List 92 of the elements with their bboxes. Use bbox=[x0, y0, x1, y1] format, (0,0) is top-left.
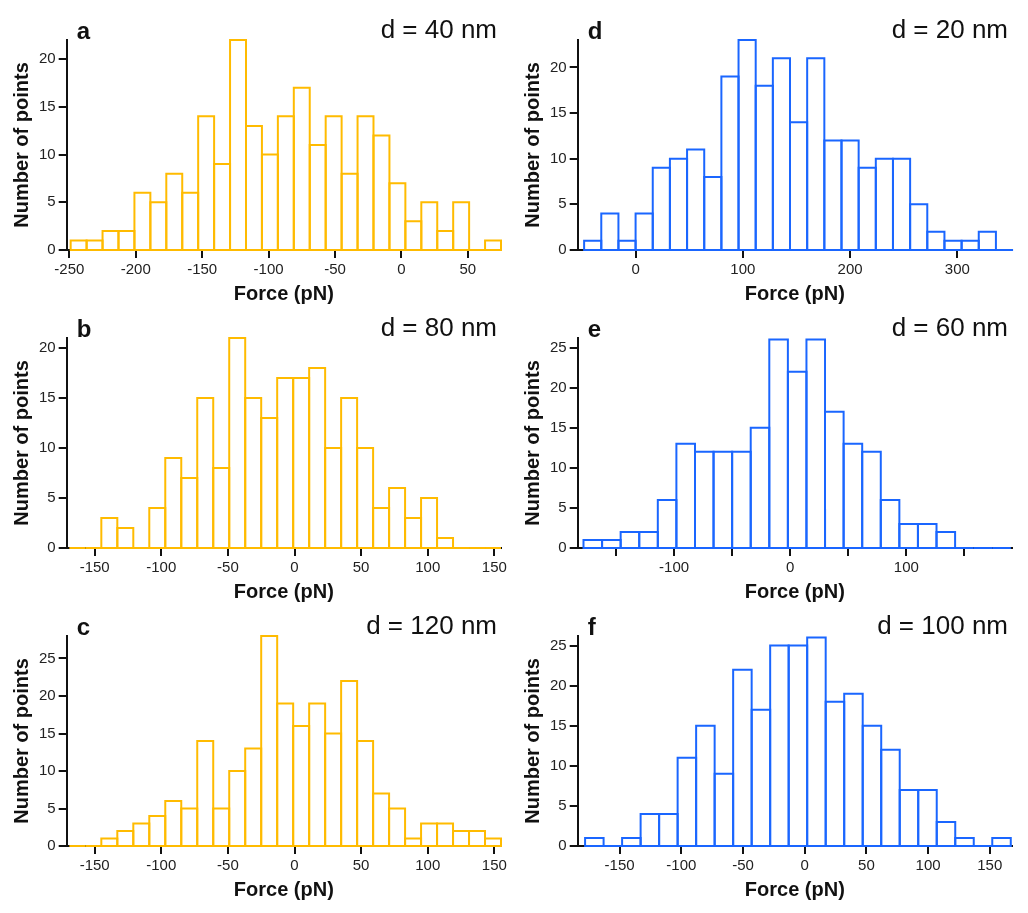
x-tick-label: 200 bbox=[837, 260, 863, 278]
x-axis-title: Force (pN) bbox=[233, 281, 334, 304]
annotation: e bbox=[587, 314, 602, 342]
annotation: a bbox=[76, 16, 91, 44]
y-tick-label: 5 bbox=[558, 498, 567, 516]
x-tick-label: 100 bbox=[730, 260, 756, 278]
y-tick-label: 20 bbox=[39, 686, 56, 704]
y-tick-label: 0 bbox=[47, 538, 56, 556]
x-tick-label: 0 bbox=[631, 260, 640, 278]
x-tick-label: -100 bbox=[659, 558, 690, 576]
y-tick-label: 5 bbox=[47, 488, 56, 506]
annotation: f bbox=[587, 612, 597, 640]
x-tick-label: -50 bbox=[217, 856, 239, 874]
y-tick-label: 10 bbox=[550, 148, 567, 166]
y-tick-label: 15 bbox=[39, 388, 56, 406]
y-tick-label: 15 bbox=[550, 103, 567, 121]
annotation: d = 40 nm bbox=[380, 14, 497, 45]
y-tick-label: 10 bbox=[39, 438, 56, 456]
x-axis-title: Force (pN) bbox=[744, 579, 845, 602]
annotation: d = 100 nm bbox=[877, 610, 1008, 641]
x-tick-label: -100 bbox=[253, 260, 284, 278]
x-tick-label: 300 bbox=[944, 260, 970, 278]
x-tick-label: -100 bbox=[146, 856, 177, 874]
y-tick-label: 25 bbox=[550, 635, 567, 653]
x-tick-label: 50 bbox=[352, 558, 370, 576]
y-tick-label: 0 bbox=[558, 240, 567, 258]
x-tick-label: 50 bbox=[858, 856, 875, 874]
x-tick-label: 0 bbox=[397, 260, 406, 278]
y-axis-title: Number of points bbox=[9, 658, 32, 824]
x-tick-label: 50 bbox=[459, 260, 477, 278]
x-tick-label: 100 bbox=[893, 558, 919, 576]
x-tick-label: 0 bbox=[290, 558, 299, 576]
x-axis-title: Force (pN) bbox=[744, 877, 845, 900]
x-axis-title: Force (pN) bbox=[233, 579, 334, 602]
x-tick-label: -50 bbox=[732, 856, 754, 874]
annotation: d = 80 nm bbox=[380, 312, 497, 343]
y-tick-label: 5 bbox=[558, 194, 567, 212]
y-tick-label: 15 bbox=[39, 723, 56, 741]
y-tick-label: 15 bbox=[550, 715, 567, 733]
y-tick-label: 10 bbox=[39, 761, 56, 779]
y-axis-title: Number of points bbox=[520, 658, 543, 824]
y-tick-label: 10 bbox=[550, 755, 567, 773]
x-tick-label: -200 bbox=[120, 260, 151, 278]
annotation: c bbox=[76, 612, 91, 640]
x-tick-label: -150 bbox=[79, 558, 110, 576]
y-tick-label: 0 bbox=[558, 836, 567, 854]
x-tick-label: 0 bbox=[290, 856, 299, 874]
x-tick-label: 100 bbox=[915, 856, 941, 874]
y-tick-label: 5 bbox=[47, 192, 56, 210]
y-tick-label: 5 bbox=[558, 796, 567, 814]
x-tick-label: 100 bbox=[415, 558, 441, 576]
x-tick-label: -150 bbox=[604, 856, 635, 874]
x-tick-label: -100 bbox=[666, 856, 697, 874]
x-tick-label: -100 bbox=[146, 558, 177, 576]
y-tick-label: 20 bbox=[39, 338, 56, 356]
y-tick-label: 15 bbox=[39, 96, 56, 114]
annotation: d bbox=[587, 16, 603, 44]
x-axis-title: Force (pN) bbox=[744, 281, 845, 304]
y-tick-label: 25 bbox=[39, 648, 56, 666]
y-axis-title: Number of points bbox=[520, 62, 543, 228]
y-tick-label: 0 bbox=[558, 538, 567, 556]
y-tick-label: 20 bbox=[550, 377, 567, 395]
y-tick-label: 20 bbox=[550, 675, 567, 693]
y-tick-label: 10 bbox=[550, 457, 567, 475]
y-tick-label: 15 bbox=[550, 417, 567, 435]
x-tick-label: 0 bbox=[800, 856, 809, 874]
y-tick-label: 5 bbox=[47, 798, 56, 816]
annotation: d = 120 nm bbox=[366, 610, 497, 641]
y-axis-title: Number of points bbox=[9, 62, 32, 228]
x-tick-label: -250 bbox=[54, 260, 85, 278]
x-tick-label: -50 bbox=[217, 558, 239, 576]
x-axis-title: Force (pN) bbox=[233, 877, 334, 900]
y-tick-label: 20 bbox=[550, 57, 567, 75]
x-tick-label: -150 bbox=[187, 260, 218, 278]
x-tick-label: -50 bbox=[324, 260, 346, 278]
y-tick-label: 10 bbox=[39, 144, 56, 162]
x-tick-label: -150 bbox=[79, 856, 110, 874]
y-tick-label: 0 bbox=[47, 836, 56, 854]
y-tick-label: 25 bbox=[550, 337, 567, 355]
x-tick-label: 0 bbox=[786, 558, 795, 576]
annotation: d = 20 nm bbox=[891, 14, 1008, 45]
y-axis-title: Number of points bbox=[9, 360, 32, 526]
annotation: b bbox=[76, 314, 92, 342]
x-tick-label: 50 bbox=[352, 856, 370, 874]
x-tick-label: 100 bbox=[415, 856, 441, 874]
annotation: d = 60 nm bbox=[891, 312, 1008, 343]
y-tick-label: 20 bbox=[39, 49, 56, 67]
x-tick-label: 150 bbox=[977, 856, 1003, 874]
y-tick-label: 0 bbox=[47, 240, 56, 258]
y-axis-title: Number of points bbox=[520, 360, 543, 526]
x-tick-label: 150 bbox=[481, 558, 507, 576]
x-tick-label: 150 bbox=[481, 856, 507, 874]
